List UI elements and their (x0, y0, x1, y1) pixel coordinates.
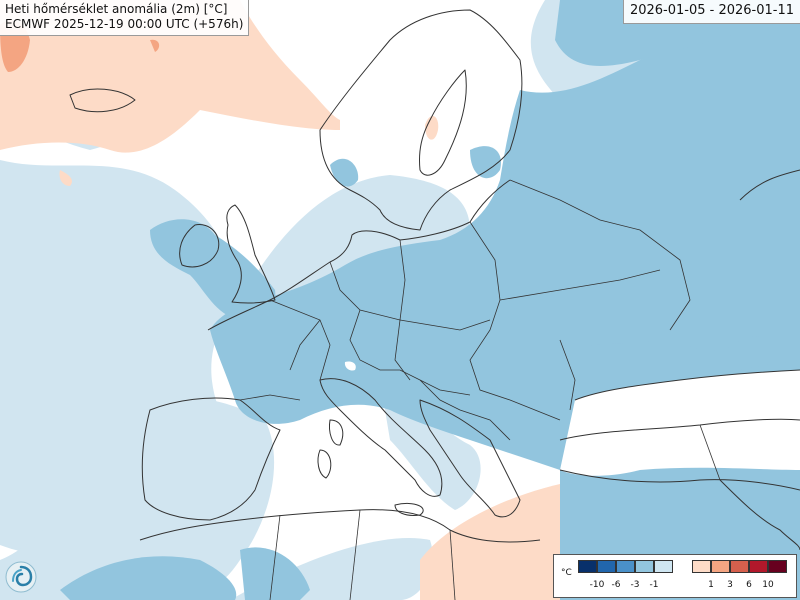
legend-swatch-cold (635, 560, 654, 573)
legend-swatch-warm (768, 560, 787, 573)
coastlines (69, 9, 800, 551)
legend-tick-label: -6 (611, 580, 621, 590)
map-title-box: Heti hőmérséklet anomália (2m) [°C] ECMW… (0, 0, 250, 36)
legend-tick-label: 3 (727, 580, 733, 590)
legend-swatch-warm (730, 560, 749, 573)
legend-tick-label: 10 (762, 580, 774, 590)
legend-swatch-cold (616, 560, 635, 573)
legend-swatch-cold (654, 560, 673, 573)
legend-tick-label: 1 (708, 580, 714, 590)
legend-swatch-warm (711, 560, 730, 573)
country-borders (239, 179, 721, 600)
model-run-info: ECMWF 2025-12-19 00:00 UTC (+576h) (5, 17, 244, 31)
date-range: 2026-01-05 - 2026-01-11 (622, 0, 800, 24)
legend-tick-label: -3 (630, 580, 640, 590)
legend-swatch-cold (597, 560, 616, 573)
legend-swatch-cold (578, 560, 597, 573)
legend-swatch-warm (692, 560, 711, 573)
map-title: Heti hőmérséklet anomália (2m) [°C] (5, 2, 228, 16)
ecmwf-logo-icon (5, 561, 37, 593)
neutral-areas (344, 361, 800, 476)
legend-swatch-warm (749, 560, 768, 573)
color-legend: °C -10 -6 -3 -1 1 3 6 10 (553, 554, 797, 598)
legend-tick-label: -1 (649, 580, 659, 590)
legend-tick-label: -10 (589, 580, 605, 590)
legend-tick-label: 6 (746, 580, 752, 590)
legend-unit: °C (561, 568, 572, 578)
